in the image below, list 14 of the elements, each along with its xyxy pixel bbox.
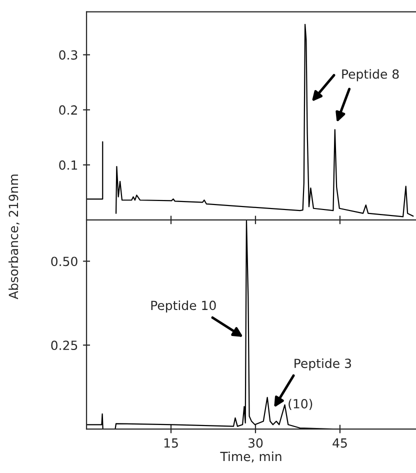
y-tick-label: 0.2 — [59, 105, 77, 115]
y-tick-label: 0.1 — [59, 160, 78, 170]
x-tick-label: 45 — [332, 438, 347, 448]
x-tick-label: 15 — [164, 438, 178, 448]
y-axis-title: Absorbance, 219nm — [8, 174, 20, 300]
x-axis-title: Time, min — [220, 452, 282, 462]
annotation: Peptide 8 — [342, 69, 399, 82]
y-tick-label: 0.3 — [59, 50, 78, 60]
annotation: (10) — [288, 398, 312, 410]
annotation: Peptide 10 — [151, 300, 216, 313]
x-tick-label: 30 — [248, 438, 263, 448]
annotation: Peptide 3 — [294, 358, 351, 371]
y-tick-label: 0.25 — [51, 340, 78, 350]
y-tick-label: 0.50 — [51, 256, 78, 266]
